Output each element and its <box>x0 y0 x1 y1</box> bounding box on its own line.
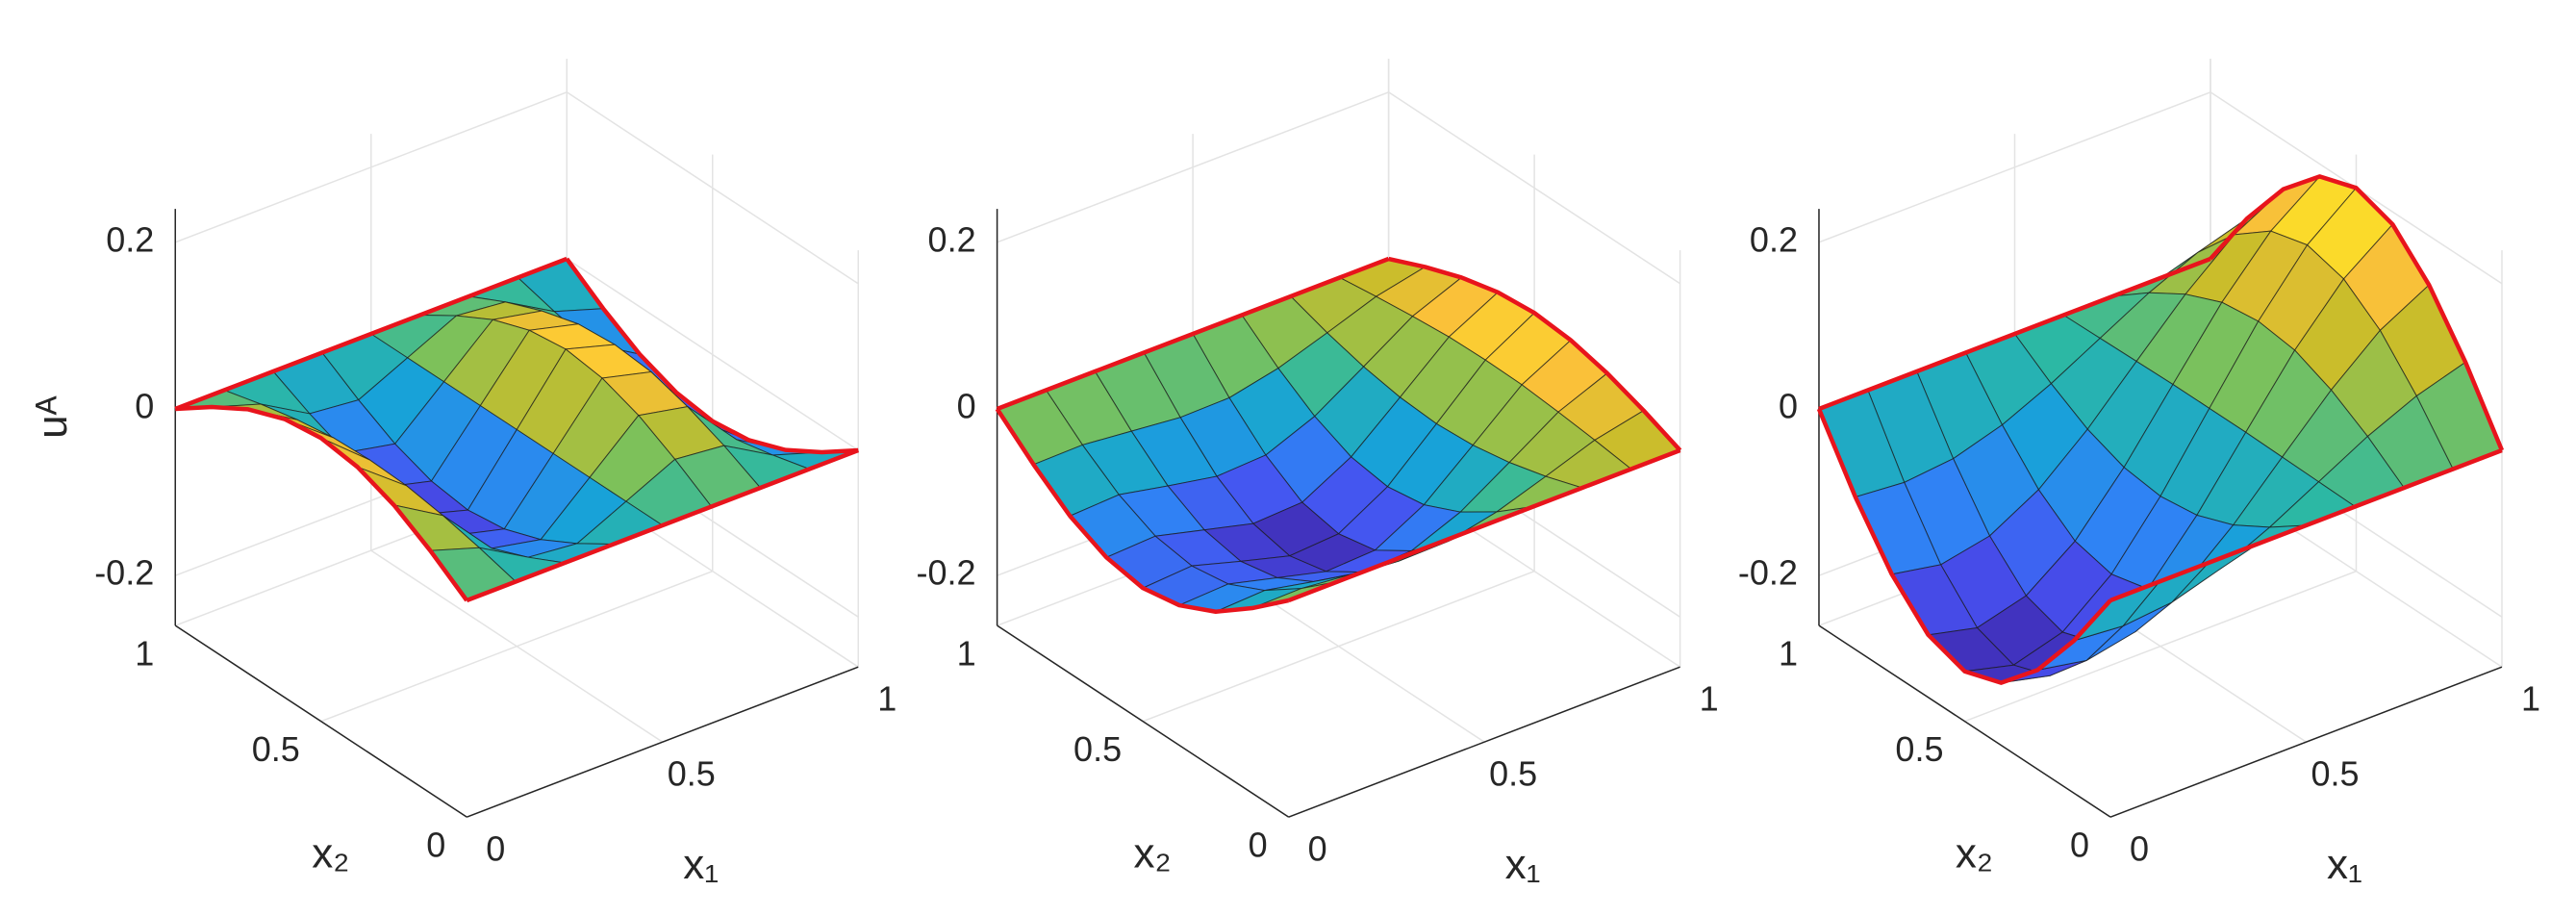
boundary-line <box>565 257 859 455</box>
z-tick-label: 0.2 <box>928 219 976 259</box>
y-axis-label: x₂ <box>1956 829 1993 877</box>
y-axis-label: x₂ <box>1134 829 1172 877</box>
x-axis-label: x₁ <box>2327 841 2362 888</box>
boundary-line <box>174 256 568 412</box>
x-tick-label: 1 <box>877 679 897 719</box>
y-tick-label: 0.5 <box>1073 729 1122 769</box>
boundary-line <box>2109 447 2503 603</box>
grid-line <box>1964 570 2357 723</box>
x-tick-label: 0 <box>486 829 505 869</box>
y-axis-label: x₂ <box>312 829 349 877</box>
grid-line <box>1818 91 2211 243</box>
grid-line <box>320 570 714 723</box>
z-tick-label: -0.2 <box>917 553 976 593</box>
y-tick-label: 0 <box>2070 826 2089 865</box>
boundary-line <box>996 256 1390 412</box>
y-tick-label: 1 <box>957 634 976 674</box>
grid-line <box>997 91 1389 243</box>
y-tick-label: 0 <box>426 826 445 865</box>
y-tick-label: 0 <box>1249 826 1268 865</box>
y-tick-label: 1 <box>135 634 154 674</box>
x-tick-label: 1 <box>2521 679 2540 719</box>
z-tick-label: 0 <box>1779 387 1798 426</box>
y-tick-label: 1 <box>1779 634 1798 674</box>
boundary-line <box>175 404 469 602</box>
boundary-line <box>1388 256 1682 452</box>
boundary-line <box>995 407 1290 614</box>
z-tick-label: -0.2 <box>94 553 154 593</box>
boundary-line <box>466 447 860 603</box>
x-tick-label: 0 <box>2130 829 2149 869</box>
axis-line <box>1818 624 2111 818</box>
axis-line <box>1288 666 1680 818</box>
x-tick-label: 0 <box>1308 829 1327 869</box>
boundary-line <box>1287 447 1681 603</box>
z-tick-label: 0 <box>135 387 154 426</box>
axis-line <box>2109 666 2503 818</box>
grid-line <box>174 91 568 243</box>
x-tick-label: 0.5 <box>668 754 716 794</box>
axis-line <box>997 624 1290 818</box>
x-axis-label: x₁ <box>1505 841 1541 888</box>
y-tick-label: 0.5 <box>1895 729 1943 769</box>
z-tick-label: 0.2 <box>106 219 154 259</box>
z-axis-label: uᴬ <box>29 395 76 438</box>
x-tick-label: 0.5 <box>2311 754 2359 794</box>
z-tick-label: 0 <box>957 387 976 426</box>
x-tick-label: 1 <box>1700 679 1719 719</box>
grid-line <box>566 258 859 451</box>
x-axis-label: x₁ <box>683 841 719 888</box>
x-tick-label: 0.5 <box>1489 754 1537 794</box>
z-tick-label: 0.2 <box>1750 219 1798 259</box>
z-tick-label: -0.2 <box>1738 553 1798 593</box>
grid-line <box>566 91 859 285</box>
grid-line <box>1142 570 1535 723</box>
y-tick-label: 0.5 <box>252 729 300 769</box>
boundary-line <box>1816 408 2112 685</box>
boundary-line <box>2209 174 2505 451</box>
axis-line <box>466 666 859 818</box>
grid-line <box>1388 91 1681 285</box>
boundary-line <box>1818 256 2211 412</box>
axis-line <box>174 624 467 818</box>
